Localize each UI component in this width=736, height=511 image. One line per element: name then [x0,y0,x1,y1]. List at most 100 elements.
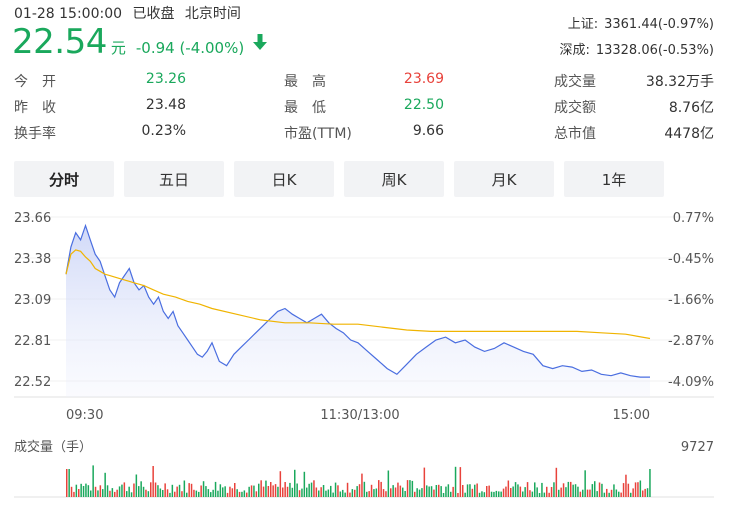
volume-bar [109,490,111,497]
market-status: 已收盘 [132,6,175,22]
pe-label: 市盈(TTM) [284,126,352,142]
down-arrow-icon [253,34,268,50]
prev-close-value: 23.48 [145,97,186,113]
volume-bar [279,471,282,497]
price-tick-label: 23.66 [14,211,51,226]
volume-bar [596,491,598,497]
volume-bar [294,469,296,497]
volume-bar [320,487,322,497]
volume-bar [226,492,229,497]
volume-bar [382,489,385,497]
volume-max-label: 9727 [681,440,714,455]
tab-daily-k[interactable]: 日K [234,161,334,197]
volume-bar [128,486,130,497]
volume-bar [560,487,562,497]
volume-bar [558,489,560,497]
volume-bars [66,465,651,497]
volume-bar [584,470,586,497]
volume-bar [476,483,478,497]
volume-bar [392,485,394,497]
volume-bar [234,483,236,497]
volume-bar [447,484,450,497]
volume-bar [649,469,651,497]
volume-bar [416,488,418,497]
volume-bar [488,485,490,497]
volume-bar [174,491,176,497]
volume-bar [217,490,219,497]
volume-bar [639,480,642,497]
volume-bar [574,484,577,497]
volume-bar [205,486,207,497]
pct-tick-label: -4.09% [668,375,714,390]
volume-bar [440,486,442,497]
volume-bar [361,473,363,497]
volume-bar [608,492,610,497]
tab-intraday[interactable]: 分时 [14,161,114,197]
volume-bar [442,493,445,497]
timezone-label: 北京时间 [184,6,241,22]
volume-bar [267,486,270,497]
index-name: 上证: [567,17,599,32]
open-value: 23.26 [145,71,186,87]
volume-bar [255,491,258,497]
volume-bar [483,492,486,497]
volume-bar [606,488,608,497]
tab-weekly-k[interactable]: 周K [344,161,444,197]
volume-bar [265,480,267,497]
volume-bar [104,472,106,497]
volume-bar [277,486,279,497]
market-cap-label: 总市值 [554,126,596,142]
intraday-chart[interactable]: 23.66 23.38 23.09 22.81 22.52 0.77% -0.4… [0,200,736,505]
volume-bar [495,490,498,497]
index-shenzhen[interactable]: 深成: 13328.06(-0.53%) [559,38,714,64]
volume-bar [94,486,97,497]
volume-bar [183,480,186,497]
volume-bar [286,486,289,497]
trade-status-line: 01-28 15:00:00 已收盘 北京时间 [14,3,247,23]
turnover-value: 0.23% [141,123,186,139]
volume-bar [169,492,171,497]
volume-bar [632,488,634,497]
volume-bar [430,486,433,497]
volume-bar [601,483,603,497]
volume-bar [154,482,157,497]
volume-bar [411,480,414,497]
volume-bar [70,486,73,497]
volume-bar [642,490,644,497]
volume-bar [572,484,574,497]
volume-bar [380,481,382,497]
volume-bar [426,485,428,497]
volume-bar [469,484,471,497]
volume-bar [577,486,579,497]
volume-bar [534,482,536,497]
volume-bar [246,492,248,497]
tab-one-year[interactable]: 1年 [564,161,664,197]
volume-bar [116,489,118,497]
index-shanghai[interactable]: 上证: 3361.44(-0.97%) [559,12,714,38]
volume-bar [238,491,241,497]
volume-bar [464,492,466,497]
volume-bar [210,492,212,497]
volume-bar [193,489,195,497]
volume-bar [334,482,337,497]
volume-bar [207,489,210,497]
volume-bar [190,483,193,497]
tab-monthly-k[interactable]: 月K [454,161,554,197]
volume-bar [567,481,570,497]
volume-bar [418,489,421,497]
low-label: 最 低 [284,100,326,116]
market-index-panel: 上证: 3361.44(-0.97%) 深成: 13328.06(-0.53%) [559,12,714,64]
market-cap-value: 4478亿 [664,126,714,142]
volume-bar [399,485,402,497]
volume-bar [354,489,356,497]
volume-bar [200,485,202,497]
tab-five-day[interactable]: 五日 [124,161,224,197]
volume-bar [409,480,411,497]
average-price-line [65,249,651,340]
volume-bar [202,481,205,497]
open-label: 今 开 [14,74,56,90]
volume-bar [390,488,392,497]
volume-bar [188,483,190,497]
volume-bar [522,491,524,497]
volume-bar [541,482,543,497]
